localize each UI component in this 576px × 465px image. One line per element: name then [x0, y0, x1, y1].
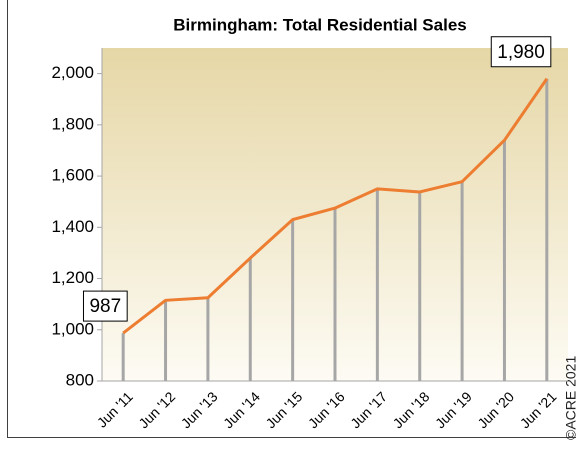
value-label-box — [490, 36, 552, 68]
y-tick-label: 1,000 — [51, 319, 94, 338]
x-tick-label: Jun '11 — [94, 388, 136, 430]
x-tick-label: Jun '15 — [262, 388, 305, 431]
value-label-box — [82, 290, 128, 322]
x-tick-label: Jun '21 — [517, 388, 560, 431]
x-tick-label: Jun '17 — [347, 388, 390, 431]
x-tick-label: Jun '13 — [178, 388, 221, 431]
x-tick-label: Jun '18 — [390, 388, 433, 431]
value-label-text: 987 — [89, 296, 121, 317]
y-tick-label: 1,400 — [51, 217, 94, 236]
y-tick-label: 2,000 — [51, 63, 94, 82]
x-tick-label: Jun '14 — [220, 388, 263, 431]
x-tick-label: Jun '16 — [305, 388, 348, 431]
y-tick-label: 1,600 — [51, 166, 94, 185]
x-tick-label: Jun '20 — [474, 388, 517, 431]
credit: ©ACRE 2021 — [563, 356, 576, 440]
line-series — [122, 77, 549, 335]
value-label: 1,980 — [490, 36, 552, 68]
y-tick-label: 1,800 — [51, 114, 94, 133]
x-tick-label: Jun '12 — [135, 388, 178, 431]
value-label-text: 1,980 — [497, 42, 545, 63]
chart-title: Birmingham: Total Residential Sales — [173, 15, 466, 34]
y-tick-label: 800 — [66, 370, 94, 389]
value-label: 987 — [82, 290, 128, 322]
x-tick-label: Jun '19 — [432, 388, 475, 431]
y-tick-label: 1,200 — [51, 268, 94, 287]
